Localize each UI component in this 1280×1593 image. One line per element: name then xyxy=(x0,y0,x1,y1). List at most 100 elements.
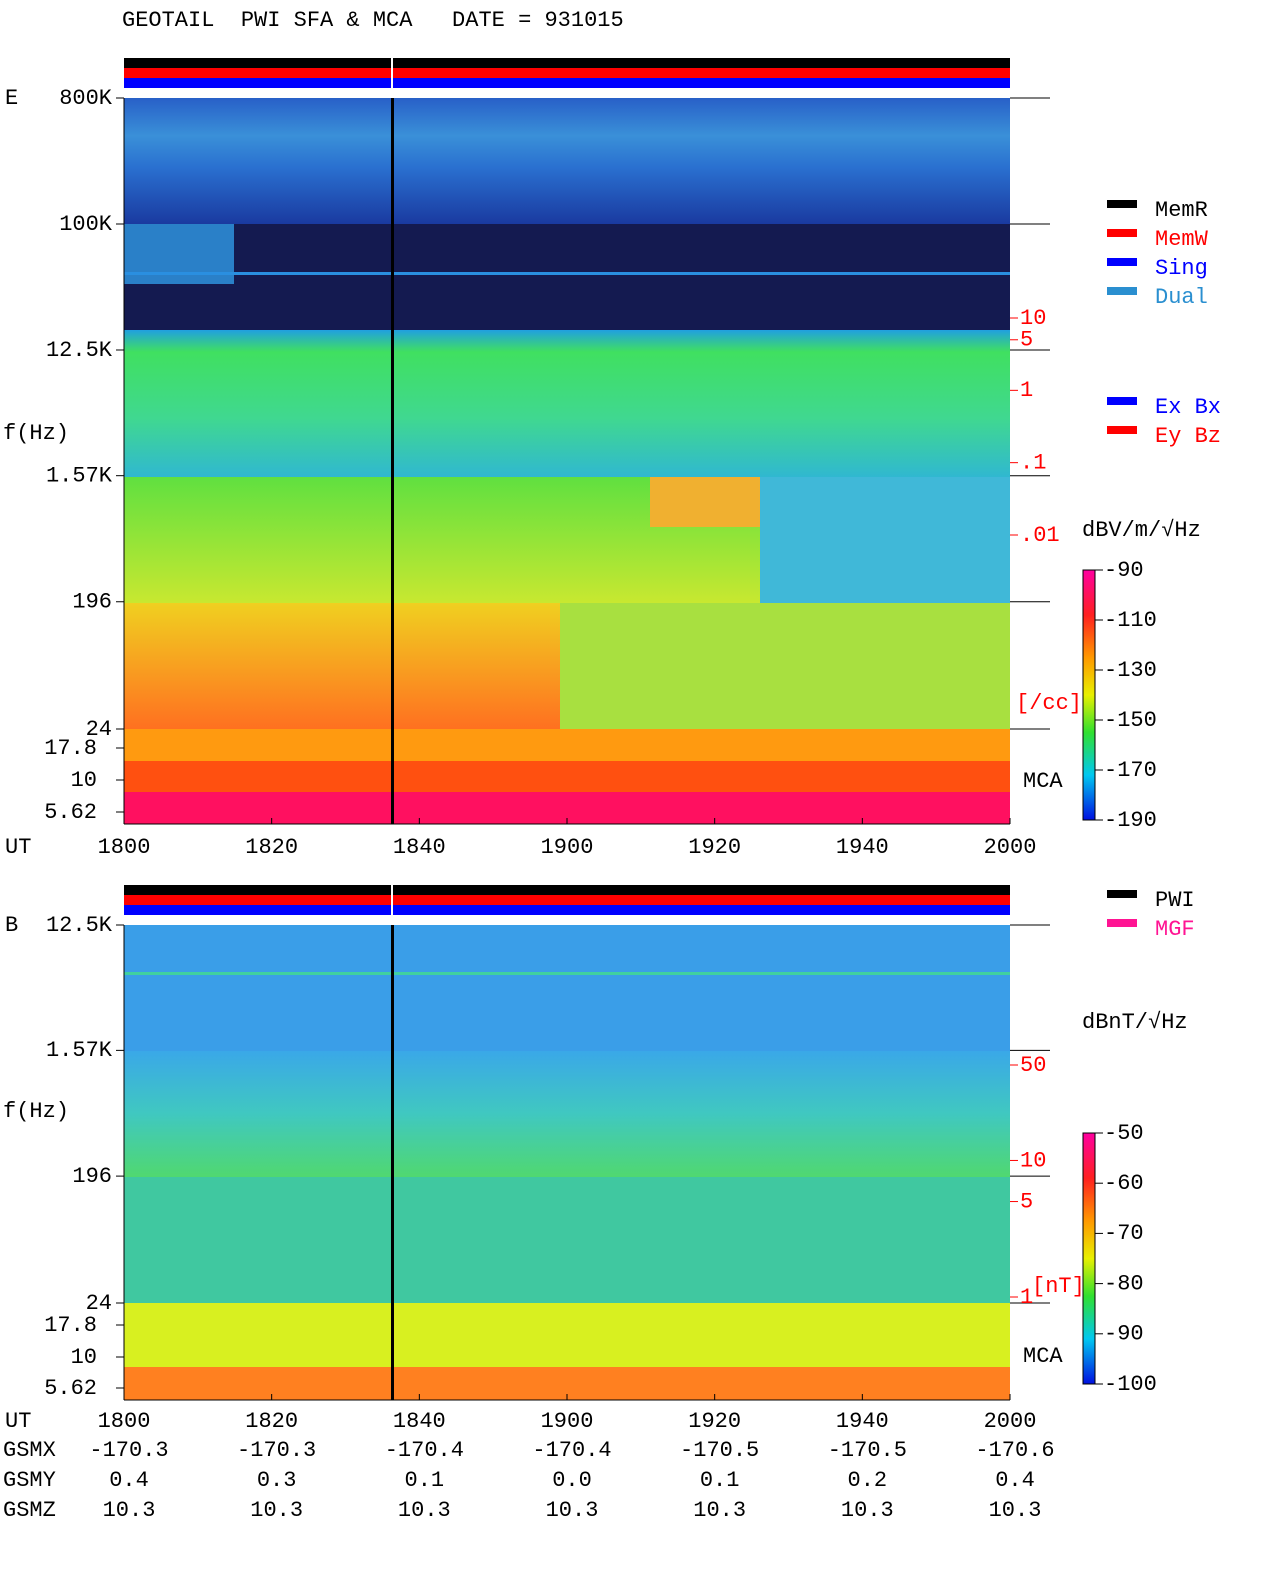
x-tick-label: 1820 xyxy=(245,835,298,860)
orbit-value: -170.3 xyxy=(89,1438,168,1463)
legend-swatch xyxy=(1107,397,1137,405)
panel-label: E xyxy=(5,86,18,111)
colorbar-tick-label: -110 xyxy=(1104,608,1157,633)
y-tick-label: 800K xyxy=(59,86,113,111)
x-tick-label: 1920 xyxy=(688,1409,741,1434)
y-tick-label: 100K xyxy=(59,212,113,237)
panel-label: B xyxy=(5,913,18,938)
x-tick-label: 1820 xyxy=(245,1409,298,1434)
legend-swatch xyxy=(1107,229,1137,237)
x-tick-label: 1800 xyxy=(98,1409,151,1434)
x-tick-label: 1840 xyxy=(393,835,446,860)
legend-label: Ey Bz xyxy=(1155,424,1221,449)
status-bars-e xyxy=(124,58,1010,88)
orbit-value: 10.3 xyxy=(693,1498,746,1523)
orbit-value: -170.5 xyxy=(828,1438,907,1463)
y-tick-label: 1.57K xyxy=(46,464,113,489)
y-tick-label: 1.57K xyxy=(46,1038,113,1063)
colorbar-tick-label: -130 xyxy=(1104,658,1157,683)
spectrogram-e xyxy=(124,98,1010,824)
colorbar-tick-label: -80 xyxy=(1104,1271,1144,1296)
orbit-value: 0.1 xyxy=(700,1468,740,1493)
x-tick-label: 1900 xyxy=(541,835,594,860)
orbit-value: -170.3 xyxy=(237,1438,316,1463)
legend-swatch xyxy=(1107,287,1137,295)
legend-label: MGF xyxy=(1155,917,1195,942)
colorbar-tick-label: -60 xyxy=(1104,1171,1144,1196)
orbit-row-label: GSMX xyxy=(3,1438,56,1463)
spectrogram-b xyxy=(124,925,1010,1400)
x-tick-label: 2000 xyxy=(984,835,1037,860)
right-scale-label: .01 xyxy=(1020,523,1060,548)
orbit-value: -170.4 xyxy=(385,1438,464,1463)
orbit-value: 10.3 xyxy=(398,1498,451,1523)
orbit-value: 10.3 xyxy=(841,1498,894,1523)
right-scale-label: 50 xyxy=(1020,1053,1046,1078)
legend-label: Sing xyxy=(1155,256,1208,281)
y-tick-label: 12.5K xyxy=(46,913,113,938)
orbit-value: 0.4 xyxy=(995,1468,1035,1493)
x-tick-label: 1800 xyxy=(98,835,151,860)
colorbar-tick-label: -170 xyxy=(1104,758,1157,783)
orbit-value: 10.3 xyxy=(103,1498,156,1523)
x-tick-label: 1920 xyxy=(688,835,741,860)
colorbar-tick-label: -190 xyxy=(1104,808,1157,833)
y-tick-label: 12.5K xyxy=(46,338,113,363)
x-axis-label: UT xyxy=(5,1409,31,1434)
orbit-value: 0.4 xyxy=(109,1468,149,1493)
y-tick-label: 24 xyxy=(86,1291,112,1316)
colorbar-tick-label: -70 xyxy=(1104,1221,1144,1246)
mca-tick-label: 10 xyxy=(71,1345,97,1370)
legend-label: Dual xyxy=(1155,285,1208,310)
mca-label: MCA xyxy=(1023,769,1063,794)
orbit-value: -170.4 xyxy=(532,1438,611,1463)
legend-swatch xyxy=(1107,426,1137,434)
y-tick-label: 196 xyxy=(72,1164,112,1189)
mca-label: MCA xyxy=(1023,1344,1063,1369)
orbit-value: 0.0 xyxy=(552,1468,592,1493)
right-scale-label: 1 xyxy=(1020,1285,1033,1310)
right-scale-label: 5 xyxy=(1020,328,1033,353)
legend-swatch xyxy=(1107,919,1137,927)
x-tick-label: 1940 xyxy=(836,1409,889,1434)
orbit-row-label: GSMY xyxy=(3,1468,56,1493)
orbit-value: 10.3 xyxy=(989,1498,1042,1523)
orbit-value: 10.3 xyxy=(250,1498,303,1523)
mca-tick-label: 5.62 xyxy=(44,800,97,825)
x-tick-label: 1940 xyxy=(836,835,889,860)
x-tick-label: 2000 xyxy=(984,1409,1037,1434)
title: GEOTAIL PWI SFA & MCA DATE = 931015 xyxy=(122,8,624,33)
x-tick-label: 1900 xyxy=(541,1409,594,1434)
colorbar-label: dBV/m/√Hz xyxy=(1082,518,1201,543)
orbit-value: -170.5 xyxy=(680,1438,759,1463)
orbit-value: 0.3 xyxy=(257,1468,297,1493)
mca-tick-label: 17.8 xyxy=(44,1313,97,1338)
y-axis-label: f(Hz) xyxy=(3,1099,69,1124)
y-tick-label: 24 xyxy=(86,717,112,742)
right-scale-label: 1 xyxy=(1020,378,1033,403)
colorbar-tick-label: -150 xyxy=(1104,708,1157,733)
colorbar-label: dBnT/√Hz xyxy=(1082,1010,1188,1035)
legend-label: PWI xyxy=(1155,888,1195,913)
legend-label: Ex Bx xyxy=(1155,395,1221,420)
legend-swatch xyxy=(1107,258,1137,266)
legend-swatch xyxy=(1107,200,1137,208)
x-axis-label: UT xyxy=(5,835,31,860)
right-scale-label: 10 xyxy=(1020,306,1046,331)
right-scale-unit: [nT] xyxy=(1032,1274,1085,1299)
mca-tick-label: 10 xyxy=(71,768,97,793)
colorbar xyxy=(1082,1132,1096,1385)
right-scale-unit: [/cc] xyxy=(1016,691,1082,716)
right-scale-label: 10 xyxy=(1020,1148,1046,1173)
orbit-value: 10.3 xyxy=(546,1498,599,1523)
colorbar-tick-label: -90 xyxy=(1104,558,1144,583)
colorbar-tick-label: -100 xyxy=(1104,1372,1157,1397)
y-tick-label: 196 xyxy=(72,590,112,615)
mca-tick-label: 5.62 xyxy=(44,1376,97,1401)
orbit-value: 0.2 xyxy=(848,1468,888,1493)
y-axis-label: f(Hz) xyxy=(3,421,69,446)
right-scale-label: .1 xyxy=(1020,450,1046,475)
colorbar-tick-label: -50 xyxy=(1104,1121,1144,1146)
status-bars-b xyxy=(124,885,1010,915)
